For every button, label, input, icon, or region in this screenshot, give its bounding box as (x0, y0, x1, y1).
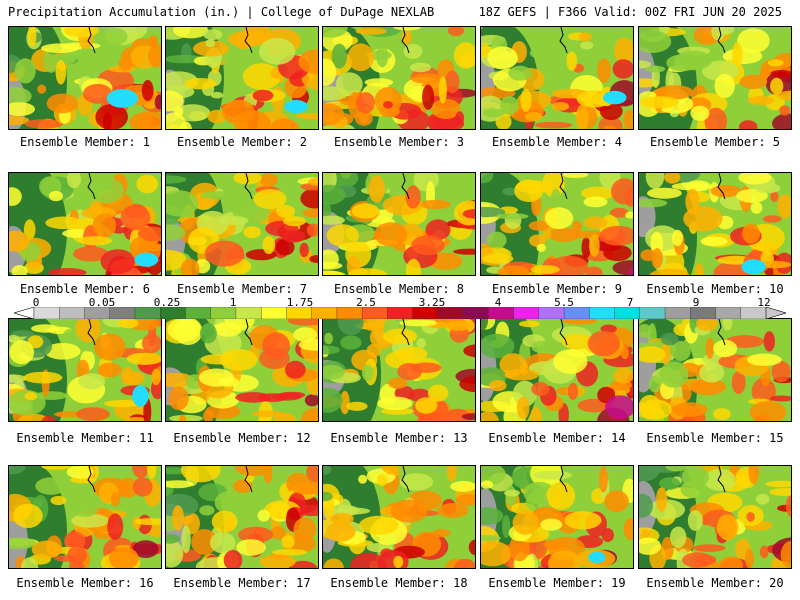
colorbar-swatch (185, 307, 212, 319)
colorbar-tick-label: 12 (757, 296, 771, 309)
colorbar-swatch (235, 307, 262, 319)
colorbar-max-arrow (765, 307, 786, 319)
ensemble-member-label: Ensemble Member: 19 (488, 576, 626, 590)
ensemble-member-map (638, 26, 792, 130)
run-valid-time: 18Z GEFS | F366 Valid: 00Z FRI JUN 20 20… (478, 5, 782, 19)
ensemble-member-label: Ensemble Member: 13 (330, 431, 468, 445)
ensemble-member-label: Ensemble Member: 6 (19, 282, 151, 296)
ensemble-member-map (322, 318, 476, 422)
map-title: Precipitation Accumulation (in.) | Colle… (8, 5, 435, 19)
ensemble-member-label: Ensemble Member: 15 (646, 431, 784, 445)
ensemble-member-label: Ensemble Member: 3 (333, 135, 465, 149)
ensemble-member-label: Ensemble Member: 5 (649, 135, 781, 149)
colorbar-swatch (513, 307, 540, 319)
colorbar-swatch (462, 307, 489, 319)
ensemble-member-label: Ensemble Member: 12 (173, 431, 311, 445)
colorbar-tick-label: 9 (692, 296, 700, 309)
colorbar-tick-label: 1 (229, 296, 237, 309)
ensemble-member-label: Ensemble Member: 20 (646, 576, 784, 590)
colorbar-tick-label: 4 (494, 296, 502, 309)
ensemble-member-map (322, 26, 476, 130)
ensemble-member-map (638, 465, 792, 569)
ensemble-member-label: Ensemble Member: 2 (176, 135, 308, 149)
ensemble-member-map (165, 465, 319, 569)
colorbar-tick-label: 7 (626, 296, 634, 309)
ensemble-member-label: Ensemble Member: 4 (491, 135, 623, 149)
colorbar-swatch (59, 307, 85, 319)
ensemble-member-map (480, 172, 634, 276)
ensemble-member-label: Ensemble Member: 11 (16, 431, 154, 445)
ensemble-member-label: Ensemble Member: 16 (16, 576, 154, 590)
ensemble-member-map (480, 465, 634, 569)
ensemble-member-map (322, 465, 476, 569)
colorbar-swatch (639, 307, 666, 319)
colorbar-tick-label: 0.25 (153, 296, 181, 309)
colorbar-tick-label: 5.5 (554, 296, 574, 309)
ensemble-member-map (165, 172, 319, 276)
ensemble-member-label: Ensemble Member: 7 (176, 282, 308, 296)
ensemble-member-label: Ensemble Member: 14 (488, 431, 626, 445)
ensemble-member-label: Ensemble Member: 10 (646, 282, 784, 296)
colorbar-swatch (715, 307, 742, 319)
ensemble-member-map (8, 465, 162, 569)
ensemble-member-map (638, 172, 792, 276)
colorbar-min-arrow (14, 307, 35, 319)
ensemble-member-map (165, 318, 319, 422)
colorbar-swatch (387, 307, 414, 319)
colorbar-tick-label: 0.05 (88, 296, 116, 309)
colorbar-tick-label: 1.75 (286, 296, 314, 309)
ensemble-member-map (480, 26, 634, 130)
ensemble-member-map (165, 26, 319, 130)
ensemble-member-label: Ensemble Member: 18 (330, 576, 468, 590)
ensemble-member-map (322, 172, 476, 276)
precipitation-colorbar (14, 307, 786, 319)
ensemble-member-map (8, 318, 162, 422)
colorbar-swatch (589, 307, 616, 319)
colorbar-swatch (260, 307, 287, 319)
ensemble-member-map (8, 172, 162, 276)
ensemble-member-label: Ensemble Member: 9 (491, 282, 623, 296)
ensemble-member-map (638, 318, 792, 422)
ensemble-member-label: Ensemble Member: 8 (333, 282, 465, 296)
ensemble-member-label: Ensemble Member: 17 (173, 576, 311, 590)
colorbar-tick-label: 3.25 (418, 296, 446, 309)
colorbar-tick-label: 2.5 (356, 296, 376, 309)
colorbar-swatch (664, 307, 691, 319)
ensemble-member-label: Ensemble Member: 1 (19, 135, 151, 149)
ensemble-member-map (480, 318, 634, 422)
colorbar-tick-label: 0 (32, 296, 40, 309)
ensemble-member-map (8, 26, 162, 130)
colorbar-swatch (311, 307, 338, 319)
